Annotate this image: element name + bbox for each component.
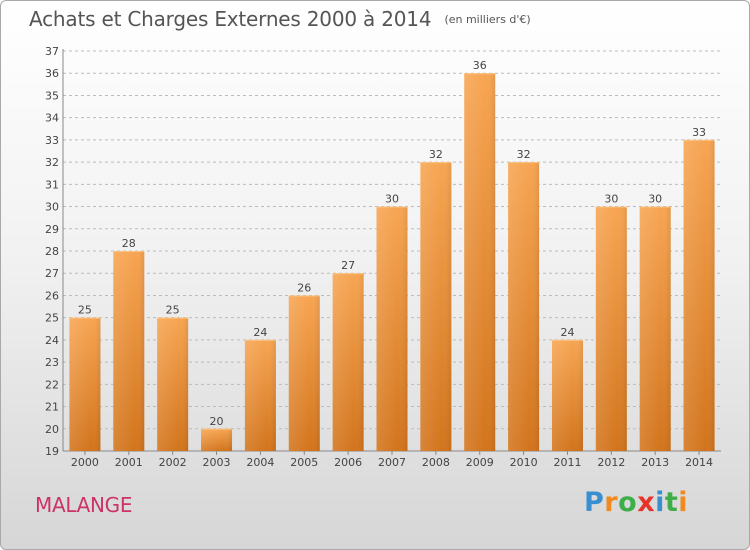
bar-shade [69,317,101,451]
y-tick-label: 35 [45,89,59,102]
y-tick-label: 29 [45,223,59,236]
bar-shade [595,206,627,451]
bar-shade [551,339,583,451]
y-tick-label: 36 [45,67,59,80]
y-tick-label: 19 [45,445,59,458]
y-tick-label: 26 [45,289,59,302]
x-tick-label: 2002 [159,456,187,469]
x-tick-label: 2000 [71,456,99,469]
data-label: 20 [210,415,224,428]
bar-shade [464,73,496,451]
data-label: 32 [517,148,531,161]
logo-letter: t [664,487,679,518]
bar-shade [157,317,189,451]
x-tick-label: 2012 [597,456,625,469]
logo-letter: i [678,487,689,518]
bar-shade [244,339,276,451]
data-label: 36 [473,59,487,72]
data-label: 28 [122,237,136,250]
title-row: Achats et Charges Externes 2000 à 2014 (… [29,7,531,31]
x-tick-label: 2005 [290,456,318,469]
data-label: 30 [604,193,618,206]
logo-letter: x [637,487,656,518]
y-tick-label: 34 [45,112,59,125]
proxiti-logo[interactable]: Proxiti [584,487,688,518]
y-tick-label: 31 [45,178,59,191]
data-label: 24 [560,326,574,339]
chart-title: Achats et Charges Externes 2000 à 2014 [29,7,432,31]
bar-shade [288,295,320,451]
y-tick-label: 32 [45,156,59,169]
y-tick-label: 21 [45,401,59,414]
bar-layer [69,73,715,451]
data-label: 26 [297,281,311,294]
bar-shade [508,162,540,451]
y-tick-label: 28 [45,245,59,258]
bar-shade [420,162,452,451]
data-label: 30 [648,193,662,206]
label-layer: 25 28 25 20 24 26 27 30 32 36 32 24 30 30 33 [78,59,706,428]
y-tick-label: 25 [45,312,59,325]
bar-shade [639,206,671,451]
x-tick-label: 2001 [115,456,143,469]
y-tick-label: 33 [45,134,59,147]
y-tick-label: 24 [45,334,59,347]
data-label: 33 [692,126,706,139]
bar-shade [201,428,233,451]
x-tick-label: 2010 [510,456,538,469]
x-tick-label: 2009 [466,456,494,469]
logo-letter: r [604,487,619,518]
x-tick-label: 2013 [641,456,669,469]
bar-shade [376,206,408,451]
data-label: 25 [166,304,180,317]
y-tick-label: 27 [45,267,59,280]
x-tick-label: 2014 [685,456,713,469]
bar-shade [332,273,364,451]
logo-letter: o [618,487,638,518]
data-label: 24 [253,326,267,339]
x-tick-label: 2011 [553,456,581,469]
x-tick-label: 2008 [422,456,450,469]
y-tick-label: 22 [45,378,59,391]
y-tick-label: 23 [45,356,59,369]
x-tick-label: 2003 [203,456,231,469]
bar-shade [113,251,145,451]
chart-subtitle: (en milliers d'€) [444,13,531,26]
logo-letter: P [584,487,605,518]
data-label: 27 [341,259,355,272]
y-tick-label: 20 [45,423,59,436]
data-label: 32 [429,148,443,161]
bar-shade [683,139,715,451]
x-tick-label: 2007 [378,456,406,469]
x-tick-label: 2006 [334,456,362,469]
x-tick-label: 2004 [246,456,274,469]
logo-letter: i [655,487,665,518]
y-tick-label: 37 [45,45,59,58]
data-label: 25 [78,304,92,317]
commune-name: MALANGE [35,493,133,517]
data-label: 30 [385,193,399,206]
y-tick-label: 30 [45,201,59,214]
